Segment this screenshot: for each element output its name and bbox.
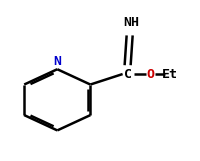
Text: C: C: [123, 68, 131, 80]
Text: O: O: [146, 68, 154, 80]
Text: NH: NH: [123, 16, 139, 29]
Text: Et: Et: [161, 68, 177, 80]
Text: N: N: [53, 56, 61, 68]
